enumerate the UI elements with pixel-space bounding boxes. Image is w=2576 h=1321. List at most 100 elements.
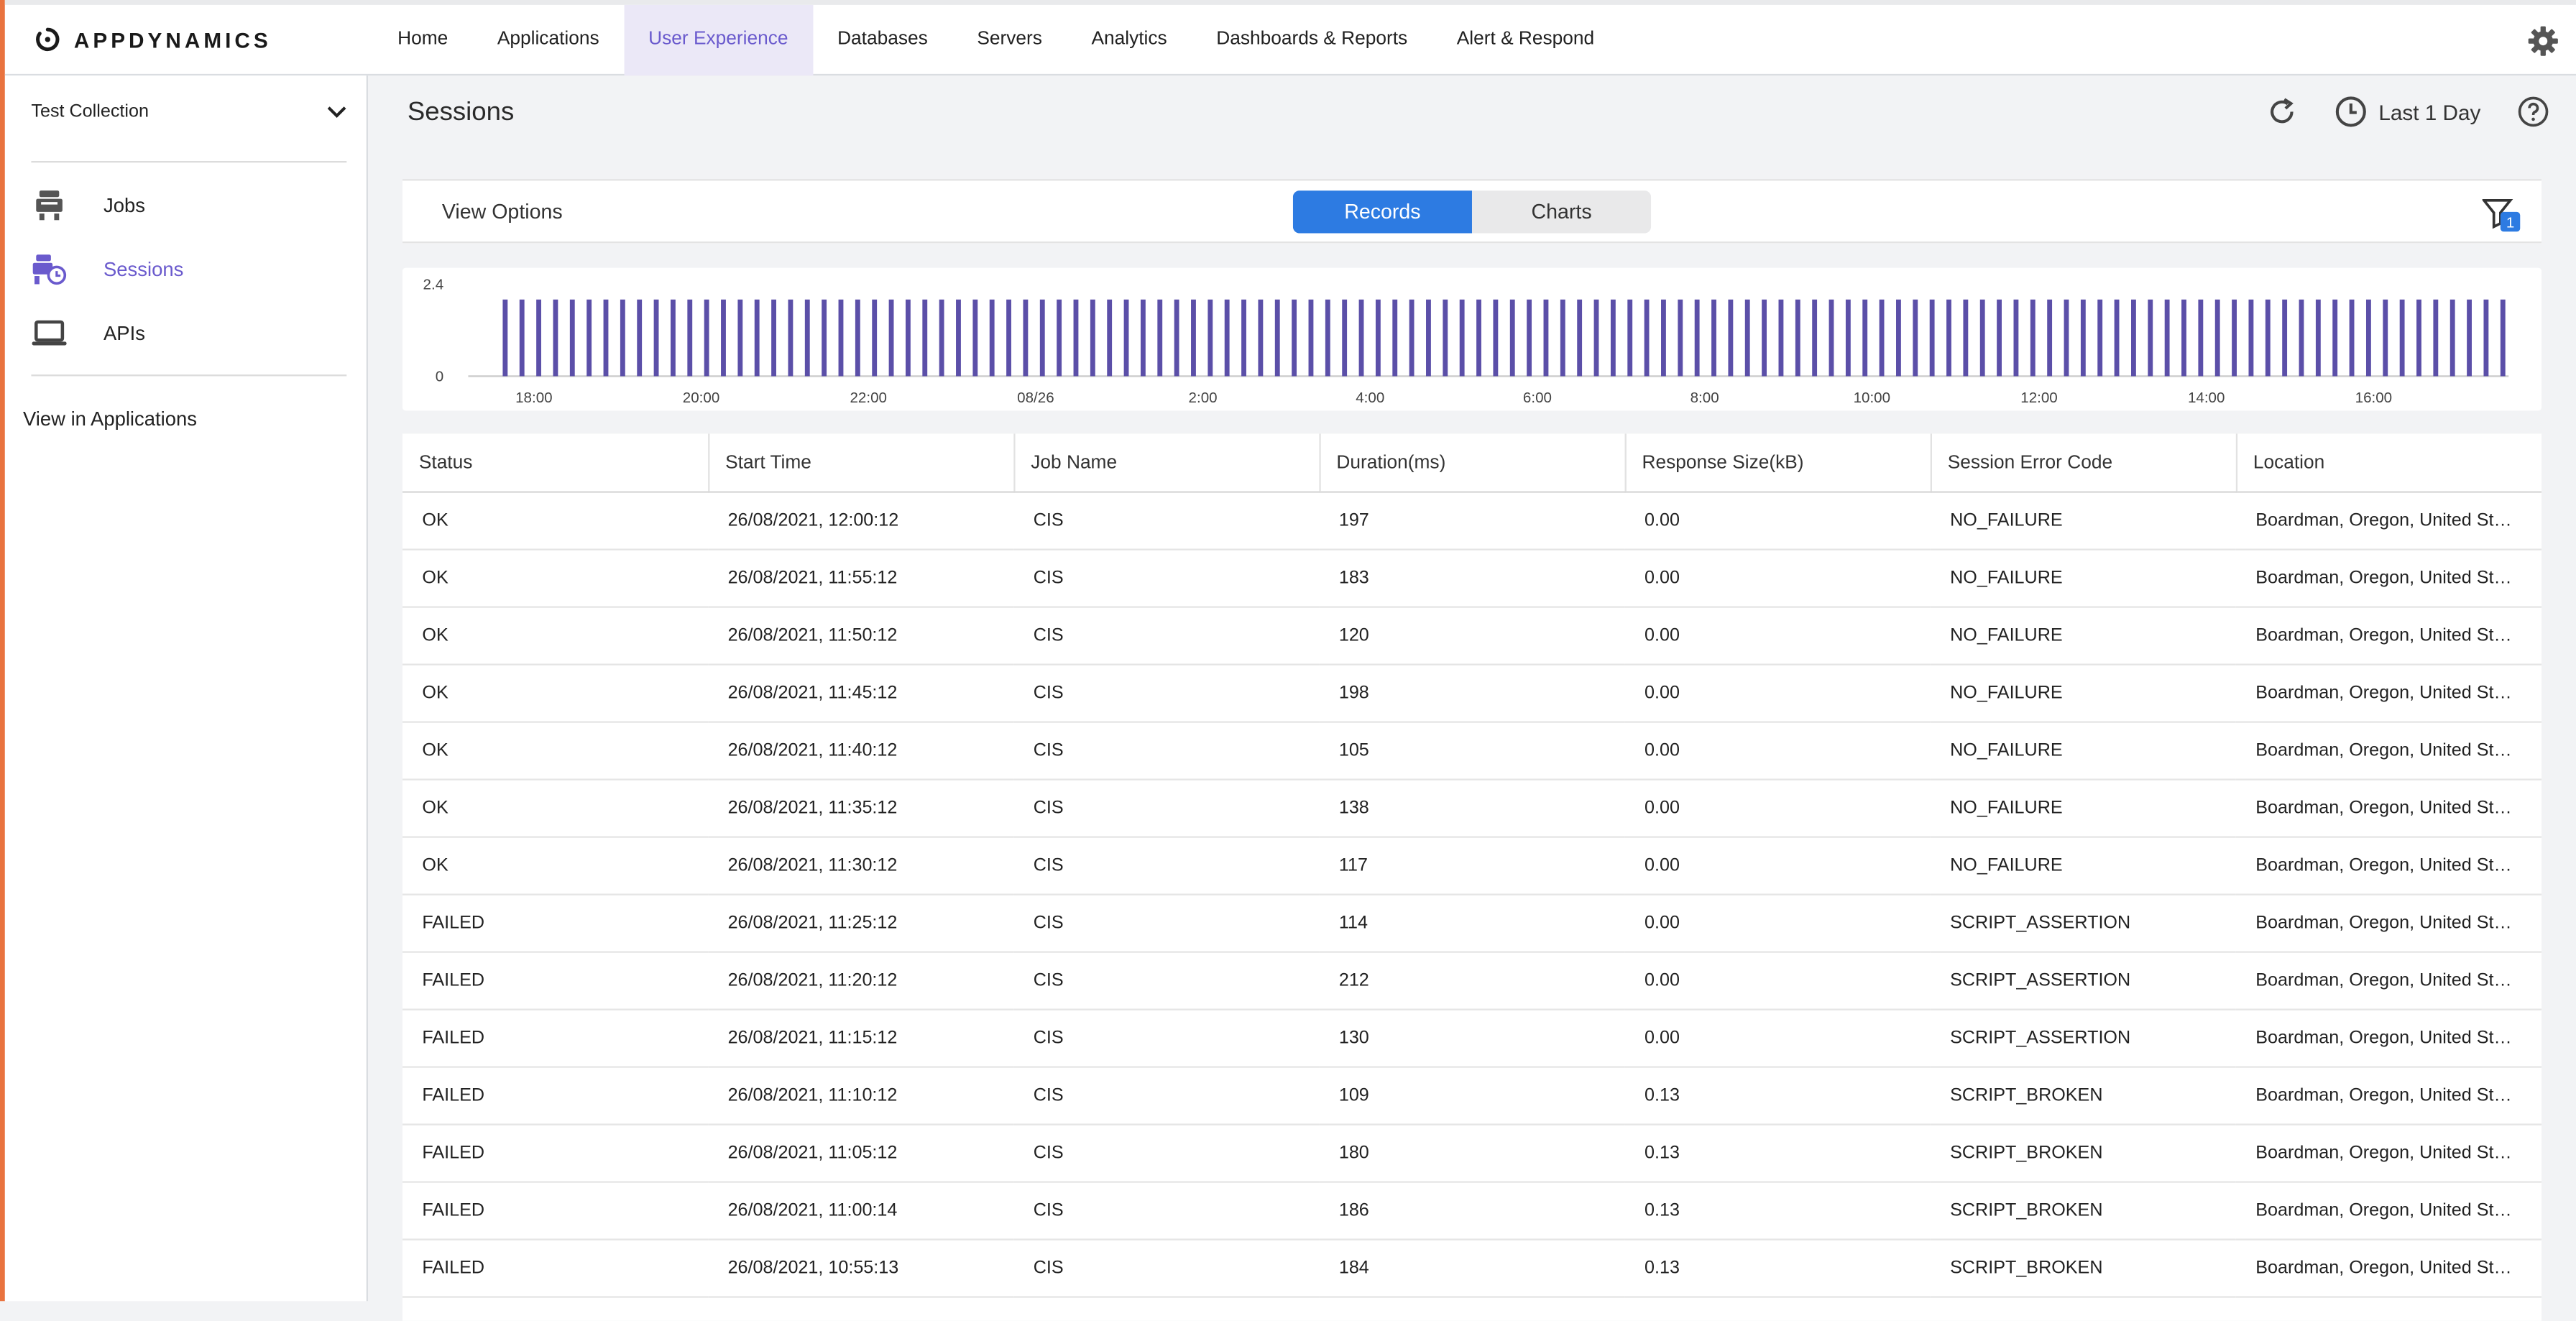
chart-bar[interactable] <box>2130 299 2136 377</box>
records-button[interactable]: Records <box>1292 190 1472 234</box>
brand-logo[interactable]: APPDYNAMICS <box>34 27 272 53</box>
chart-bar[interactable] <box>804 299 810 377</box>
chart-bar[interactable] <box>2383 299 2388 377</box>
chart-bar[interactable] <box>637 299 643 377</box>
chart-bar[interactable] <box>1979 299 1985 377</box>
column-header-status[interactable]: Status <box>402 433 709 493</box>
chart-bar[interactable] <box>2164 299 2170 377</box>
chart-bar[interactable] <box>737 299 743 377</box>
chart-bar[interactable] <box>1375 299 1381 377</box>
chart-bar[interactable] <box>2047 299 2053 377</box>
sidebar-item-sessions[interactable]: Sessions <box>31 249 183 289</box>
chart-bar[interactable] <box>1795 299 1800 377</box>
chart-bar[interactable] <box>1577 299 1583 377</box>
chart-bar[interactable] <box>972 299 978 377</box>
nav-tab-home[interactable]: Home <box>397 29 448 50</box>
chart-bar[interactable] <box>2365 299 2371 377</box>
column-header-start-time[interactable]: Start Time <box>708 433 1015 493</box>
chart-bar[interactable] <box>687 299 693 377</box>
chart-bar[interactable] <box>653 299 659 377</box>
chart-bar[interactable] <box>1308 299 1314 377</box>
chart-bar[interactable] <box>1694 299 1700 377</box>
chart-bar[interactable] <box>838 299 844 377</box>
chart-bar[interactable] <box>2198 299 2204 377</box>
filter-icon[interactable]: 1 <box>2482 197 2522 233</box>
table-row[interactable]: OK 26/08/2021, 11:35:12 CIS 138 0.00 NO_FAILU… <box>402 779 2542 838</box>
chart-bar[interactable] <box>956 299 961 377</box>
chart-bar[interactable] <box>1812 299 1818 377</box>
chart-bar[interactable] <box>1678 299 1683 377</box>
chart-bar[interactable] <box>2416 299 2421 377</box>
chart-bar[interactable] <box>1123 299 1129 377</box>
chart-bar[interactable] <box>704 299 709 377</box>
nav-tab-analytics[interactable]: Analytics <box>1091 29 1167 50</box>
chart-bar[interactable] <box>1057 299 1062 377</box>
chart-bar[interactable] <box>771 299 776 377</box>
table-row[interactable]: FAILED 26/08/2021, 11:05:12 CIS 180 0.13 SCRI… <box>402 1124 2542 1183</box>
chart-bar[interactable] <box>2064 299 2069 377</box>
chart-bar[interactable] <box>1493 299 1499 377</box>
chart-bar[interactable] <box>939 299 944 377</box>
chart-bar[interactable] <box>888 299 894 377</box>
chart-bar[interactable] <box>1845 299 1851 377</box>
chart-bar[interactable] <box>1644 299 1650 377</box>
chart-bar[interactable] <box>1292 299 1297 377</box>
time-range-selector[interactable]: Last 1 Day <box>2334 96 2480 129</box>
chart-bar[interactable] <box>1090 299 1095 377</box>
chart-bar[interactable] <box>1140 299 1146 377</box>
chart-bar[interactable] <box>1459 299 1465 377</box>
chart-bar[interactable] <box>2248 299 2254 377</box>
chart-bar[interactable] <box>1997 299 2002 377</box>
chart-bar[interactable] <box>1241 299 1246 377</box>
view-options-label[interactable]: View Options <box>441 200 563 224</box>
chart-bar[interactable] <box>1762 299 1767 377</box>
chart-bar[interactable] <box>1913 299 1918 377</box>
column-header-job-name[interactable]: Job Name <box>1013 433 1320 493</box>
chart-bar[interactable] <box>1023 299 1029 377</box>
table-row[interactable]: OK 26/08/2021, 11:45:12 CIS 198 0.00 NO_FAILU… <box>402 664 2542 723</box>
chart-bar[interactable] <box>1509 299 1515 377</box>
chart-bar[interactable] <box>1006 299 1011 377</box>
table-row[interactable]: OK 26/08/2021, 11:50:12 CIS 120 0.00 NO_FAILU… <box>402 607 2542 666</box>
chart-bar[interactable] <box>1946 299 1951 377</box>
gear-icon[interactable] <box>2526 24 2559 57</box>
chart-bar[interactable] <box>2299 299 2304 377</box>
chart-bar[interactable] <box>1476 299 1481 377</box>
column-header-duration[interactable]: Duration(ms) <box>1319 433 1626 493</box>
chart-bar[interactable] <box>721 299 726 377</box>
view-in-applications-link[interactable]: View in Applications <box>22 407 197 431</box>
chart-bar[interactable] <box>1157 299 1163 377</box>
chart-bar[interactable] <box>2148 299 2153 377</box>
table-row[interactable]: OK 26/08/2021, 11:30:12 CIS 117 0.00 NO_FAILU… <box>402 837 2542 896</box>
chart-bar[interactable] <box>2467 299 2472 377</box>
chart-bar[interactable] <box>2483 299 2489 377</box>
chart-bar[interactable] <box>822 299 827 377</box>
chart-bar[interactable] <box>2332 299 2338 377</box>
charts-button[interactable]: Charts <box>1471 190 1652 234</box>
chart-bar[interactable] <box>1728 299 1734 377</box>
chart-bar[interactable] <box>1963 299 1969 377</box>
chart-bar[interactable] <box>2399 299 2405 377</box>
chart-bar[interactable] <box>2349 299 2355 377</box>
chart-bar[interactable] <box>1560 299 1565 377</box>
chart-bar[interactable] <box>2030 299 2036 377</box>
chart-bar[interactable] <box>586 299 592 377</box>
table-row[interactable]: FAILED 26/08/2021, 11:20:12 CIS 212 0.00 SCRI… <box>402 952 2542 1011</box>
chart-bar[interactable] <box>1039 299 1045 377</box>
chart-bar[interactable] <box>1274 299 1280 377</box>
chart-bar[interactable] <box>1543 299 1549 377</box>
chart-bar[interactable] <box>603 299 609 377</box>
chart-bar[interactable] <box>1358 299 1364 377</box>
table-row[interactable]: FAILED 26/08/2021, 11:25:12 CIS 114 0.00 SCRI… <box>402 894 2542 953</box>
chart-bar[interactable] <box>2315 299 2321 377</box>
chart-bar[interactable] <box>620 299 625 377</box>
chart-bar[interactable] <box>1191 299 1196 377</box>
nav-tab-databases[interactable]: Databases <box>837 29 928 50</box>
chart-bar[interactable] <box>1174 299 1179 377</box>
chart-bar[interactable] <box>1744 299 1750 377</box>
chart-bar[interactable] <box>788 299 794 377</box>
table-row[interactable]: OK 26/08/2021, 12:00:12 CIS 197 0.00 NO_FAILU… <box>402 492 2542 551</box>
chart-bar[interactable] <box>2433 299 2439 377</box>
table-row[interactable]: OK 26/08/2021, 11:40:12 CIS 105 0.00 NO_FAILU… <box>402 722 2542 781</box>
nav-tab-applications[interactable]: Applications <box>497 29 599 50</box>
